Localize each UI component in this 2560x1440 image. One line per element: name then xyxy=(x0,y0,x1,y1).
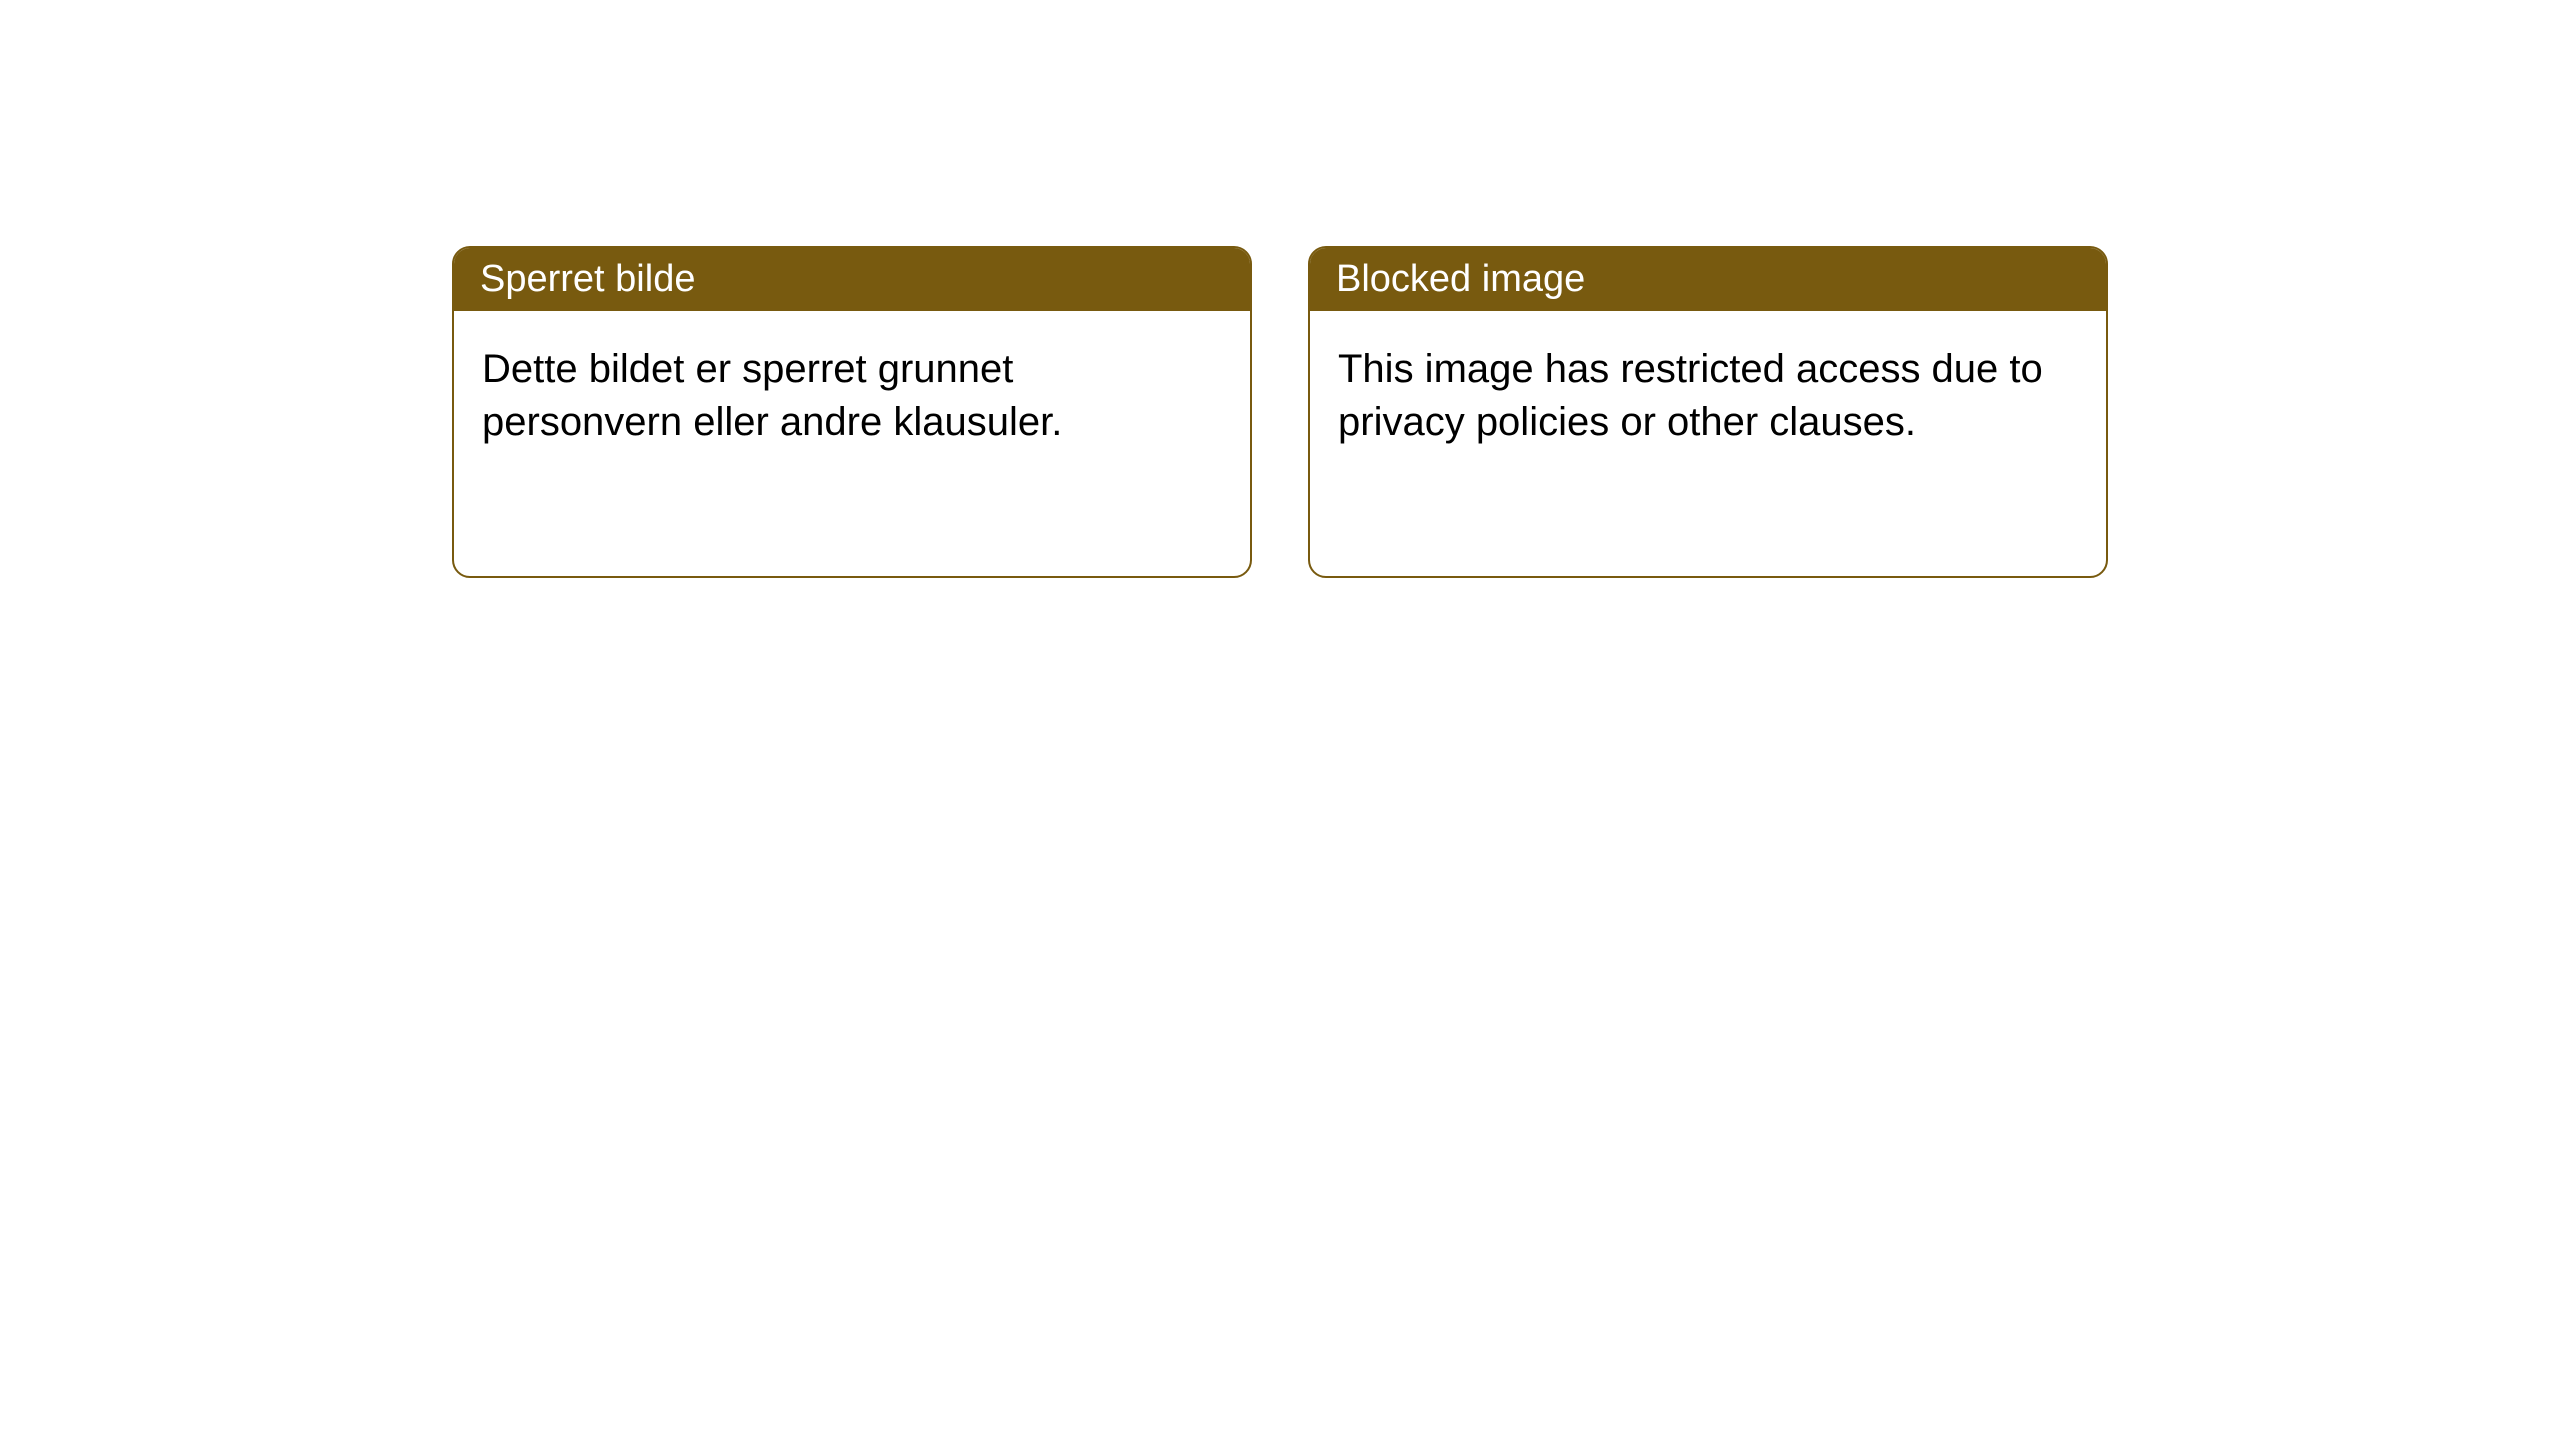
notice-title: Blocked image xyxy=(1336,258,1585,300)
notice-header: Sperret bilde xyxy=(454,248,1250,311)
notice-body-text: Dette bildet er sperret grunnet personve… xyxy=(482,347,1062,444)
notice-header: Blocked image xyxy=(1310,248,2106,311)
notice-card-norwegian: Sperret bilde Dette bildet er sperret gr… xyxy=(452,246,1252,578)
notice-body: Dette bildet er sperret grunnet personve… xyxy=(454,311,1250,481)
notice-body: This image has restricted access due to … xyxy=(1310,311,2106,481)
notice-card-english: Blocked image This image has restricted … xyxy=(1308,246,2108,578)
notice-title: Sperret bilde xyxy=(480,258,695,300)
notice-body-text: This image has restricted access due to … xyxy=(1338,347,2043,444)
notice-container: Sperret bilde Dette bildet er sperret gr… xyxy=(0,0,2560,578)
